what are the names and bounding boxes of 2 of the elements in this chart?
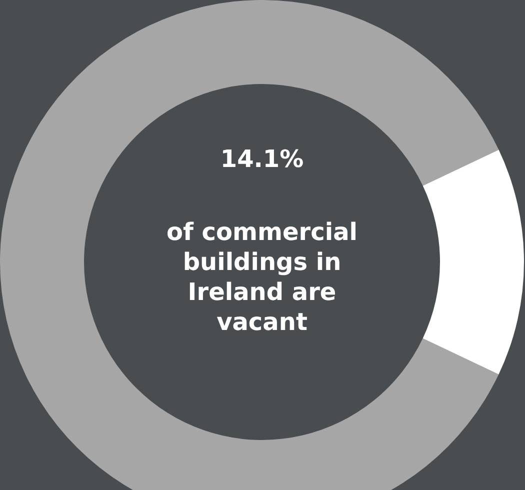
text: 14.1%	[220, 145, 304, 173]
text: of commercial buildings in Ireland are vacant	[166, 218, 358, 336]
